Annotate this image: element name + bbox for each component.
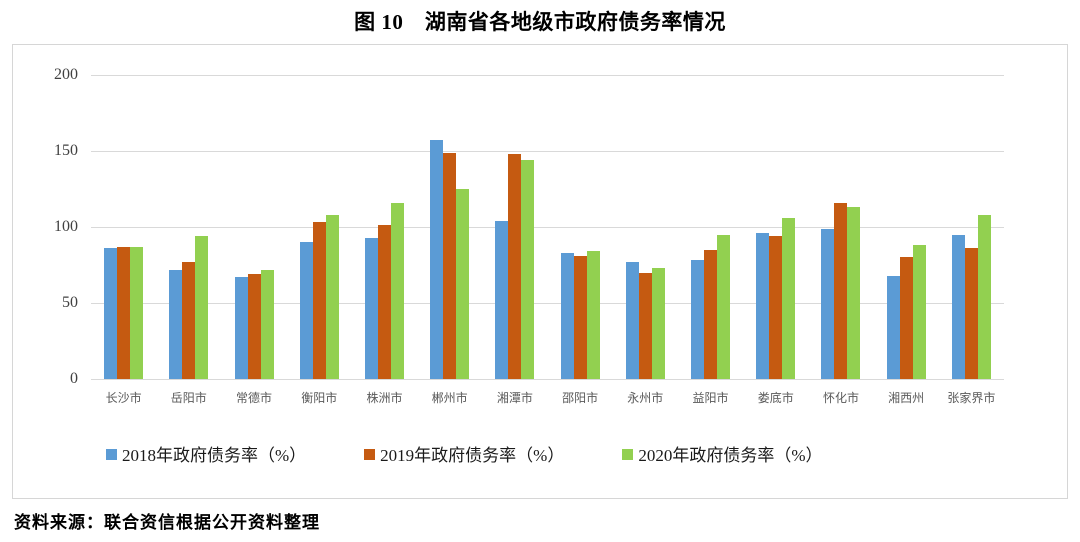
x-tick-label-6: 郴州市 — [431, 391, 468, 405]
bar-series1-cat1 — [104, 248, 118, 379]
x-tick-label-5: 株洲市 — [366, 391, 403, 405]
chart-panel: 2018年政府债务率（%） 2019年政府债务率（%） 2020年政府债务率（%… — [12, 44, 1068, 499]
bar-series1-cat11 — [756, 233, 770, 379]
legend-swatch-2019-icon — [364, 449, 376, 460]
bar-series1-cat14 — [951, 234, 965, 379]
bar-group-3 — [221, 75, 286, 379]
bar-series2-cat3 — [247, 274, 261, 379]
bar-series3-cat5 — [390, 202, 404, 379]
bar-series2-cat9 — [638, 272, 652, 379]
gridline-0 — [91, 379, 1004, 380]
legend-label-2018: 2018年政府债务率（%） — [122, 446, 307, 465]
chart-title: 图 10 湖南省各地级市政府债务率情况 — [354, 10, 726, 34]
bar-series2-cat14 — [964, 248, 978, 379]
x-tick-label-8: 邵阳市 — [562, 391, 599, 405]
x-tick-label-7: 湘潭市 — [496, 391, 533, 405]
bar-series3-cat6 — [456, 189, 470, 379]
bar-series2-cat12 — [834, 202, 848, 379]
bar-series2-cat2 — [182, 261, 196, 379]
bar-series3-cat13 — [912, 245, 926, 379]
bar-series1-cat6 — [430, 140, 444, 379]
bar-series1-cat12 — [821, 228, 835, 379]
bar-group-12 — [808, 75, 873, 379]
x-tick-label-12: 怀化市 — [822, 391, 859, 405]
bar-series3-cat14 — [977, 214, 991, 379]
x-tick-label-4: 衡阳市 — [301, 391, 338, 405]
x-tick-label-14: 张家界市 — [947, 391, 996, 405]
gridline-50 — [91, 303, 1004, 304]
bar-group-5 — [352, 75, 417, 379]
bar-group-14 — [939, 75, 1004, 379]
bar-series1-cat3 — [234, 277, 248, 379]
y-tick-label-150: 150 — [54, 142, 78, 159]
bar-series2-cat1 — [117, 246, 131, 379]
legend: 2018年政府债务率（%） 2019年政府债务率（%） 2020年政府债务率（%… — [106, 441, 823, 466]
bar-series2-cat11 — [769, 236, 783, 379]
bar-group-8 — [548, 75, 613, 379]
y-tick-label-100: 100 — [54, 218, 78, 235]
legend-item-2018: 2018年政府债务率（%） — [106, 441, 306, 466]
bar-series3-cat4 — [325, 214, 339, 379]
source-note: 资料来源：联合资信根据公开资料整理 — [14, 513, 320, 532]
y-tick-label-200: 200 — [54, 66, 78, 83]
plot-area — [91, 75, 1004, 380]
bar-series1-cat9 — [625, 261, 639, 379]
bar-series3-cat10 — [717, 234, 731, 379]
bar-group-11 — [743, 75, 808, 379]
bar-series2-cat6 — [443, 152, 457, 379]
bar-series1-cat8 — [560, 252, 574, 379]
bar-series1-cat5 — [364, 237, 378, 379]
x-tick-label-11: 娄底市 — [757, 391, 794, 405]
bar-group-2 — [156, 75, 221, 379]
legend-label-2019: 2019年政府债务率（%） — [380, 446, 565, 465]
gridline-100 — [91, 227, 1004, 228]
bar-series1-cat4 — [299, 242, 313, 379]
x-tick-label-13: 湘西州 — [888, 391, 925, 405]
bar-group-1 — [91, 75, 156, 379]
y-tick-label-0: 0 — [70, 370, 78, 387]
y-tick-label-50: 50 — [62, 294, 78, 311]
bar-series2-cat13 — [899, 257, 913, 379]
bar-series1-cat13 — [886, 275, 900, 379]
bar-group-6 — [417, 75, 482, 379]
bar-series3-cat3 — [260, 269, 274, 379]
legend-swatch-2018-icon — [106, 449, 117, 460]
bar-series3-cat1 — [130, 246, 144, 379]
bar-series3-cat8 — [586, 251, 600, 379]
bar-group-9 — [613, 75, 678, 379]
bar-group-4 — [287, 75, 352, 379]
x-tick-label-9: 永州市 — [627, 391, 664, 405]
bar-group-7 — [482, 75, 547, 379]
x-tick-label-10: 益阳市 — [692, 391, 729, 405]
bar-series2-cat7 — [508, 154, 522, 379]
legend-label-2020: 2020年政府债务率（%） — [638, 446, 823, 465]
legend-item-2019: 2019年政府债务率（%） — [364, 441, 564, 466]
bar-series2-cat5 — [377, 225, 391, 379]
bar-series1-cat7 — [495, 220, 509, 379]
x-tick-label-2: 岳阳市 — [170, 391, 207, 405]
bar-series2-cat8 — [573, 255, 587, 379]
bar-series1-cat2 — [169, 269, 183, 379]
bar-group-13 — [874, 75, 939, 379]
bar-group-10 — [678, 75, 743, 379]
legend-swatch-2020-icon — [622, 449, 634, 460]
bar-series2-cat10 — [704, 249, 718, 379]
bar-series3-cat12 — [847, 207, 861, 379]
bar-series1-cat10 — [691, 260, 705, 379]
bar-series2-cat4 — [312, 222, 326, 379]
gridline-200 — [91, 75, 1004, 76]
x-tick-label-3: 常德市 — [236, 391, 273, 405]
bar-series3-cat2 — [195, 236, 209, 379]
bar-series3-cat9 — [651, 268, 665, 379]
legend-item-2020: 2020年政府债务率（%） — [622, 441, 823, 466]
gridline-150 — [91, 151, 1004, 152]
bar-series3-cat11 — [782, 217, 796, 379]
x-tick-label-1: 长沙市 — [105, 391, 142, 405]
bar-series3-cat7 — [521, 160, 535, 379]
